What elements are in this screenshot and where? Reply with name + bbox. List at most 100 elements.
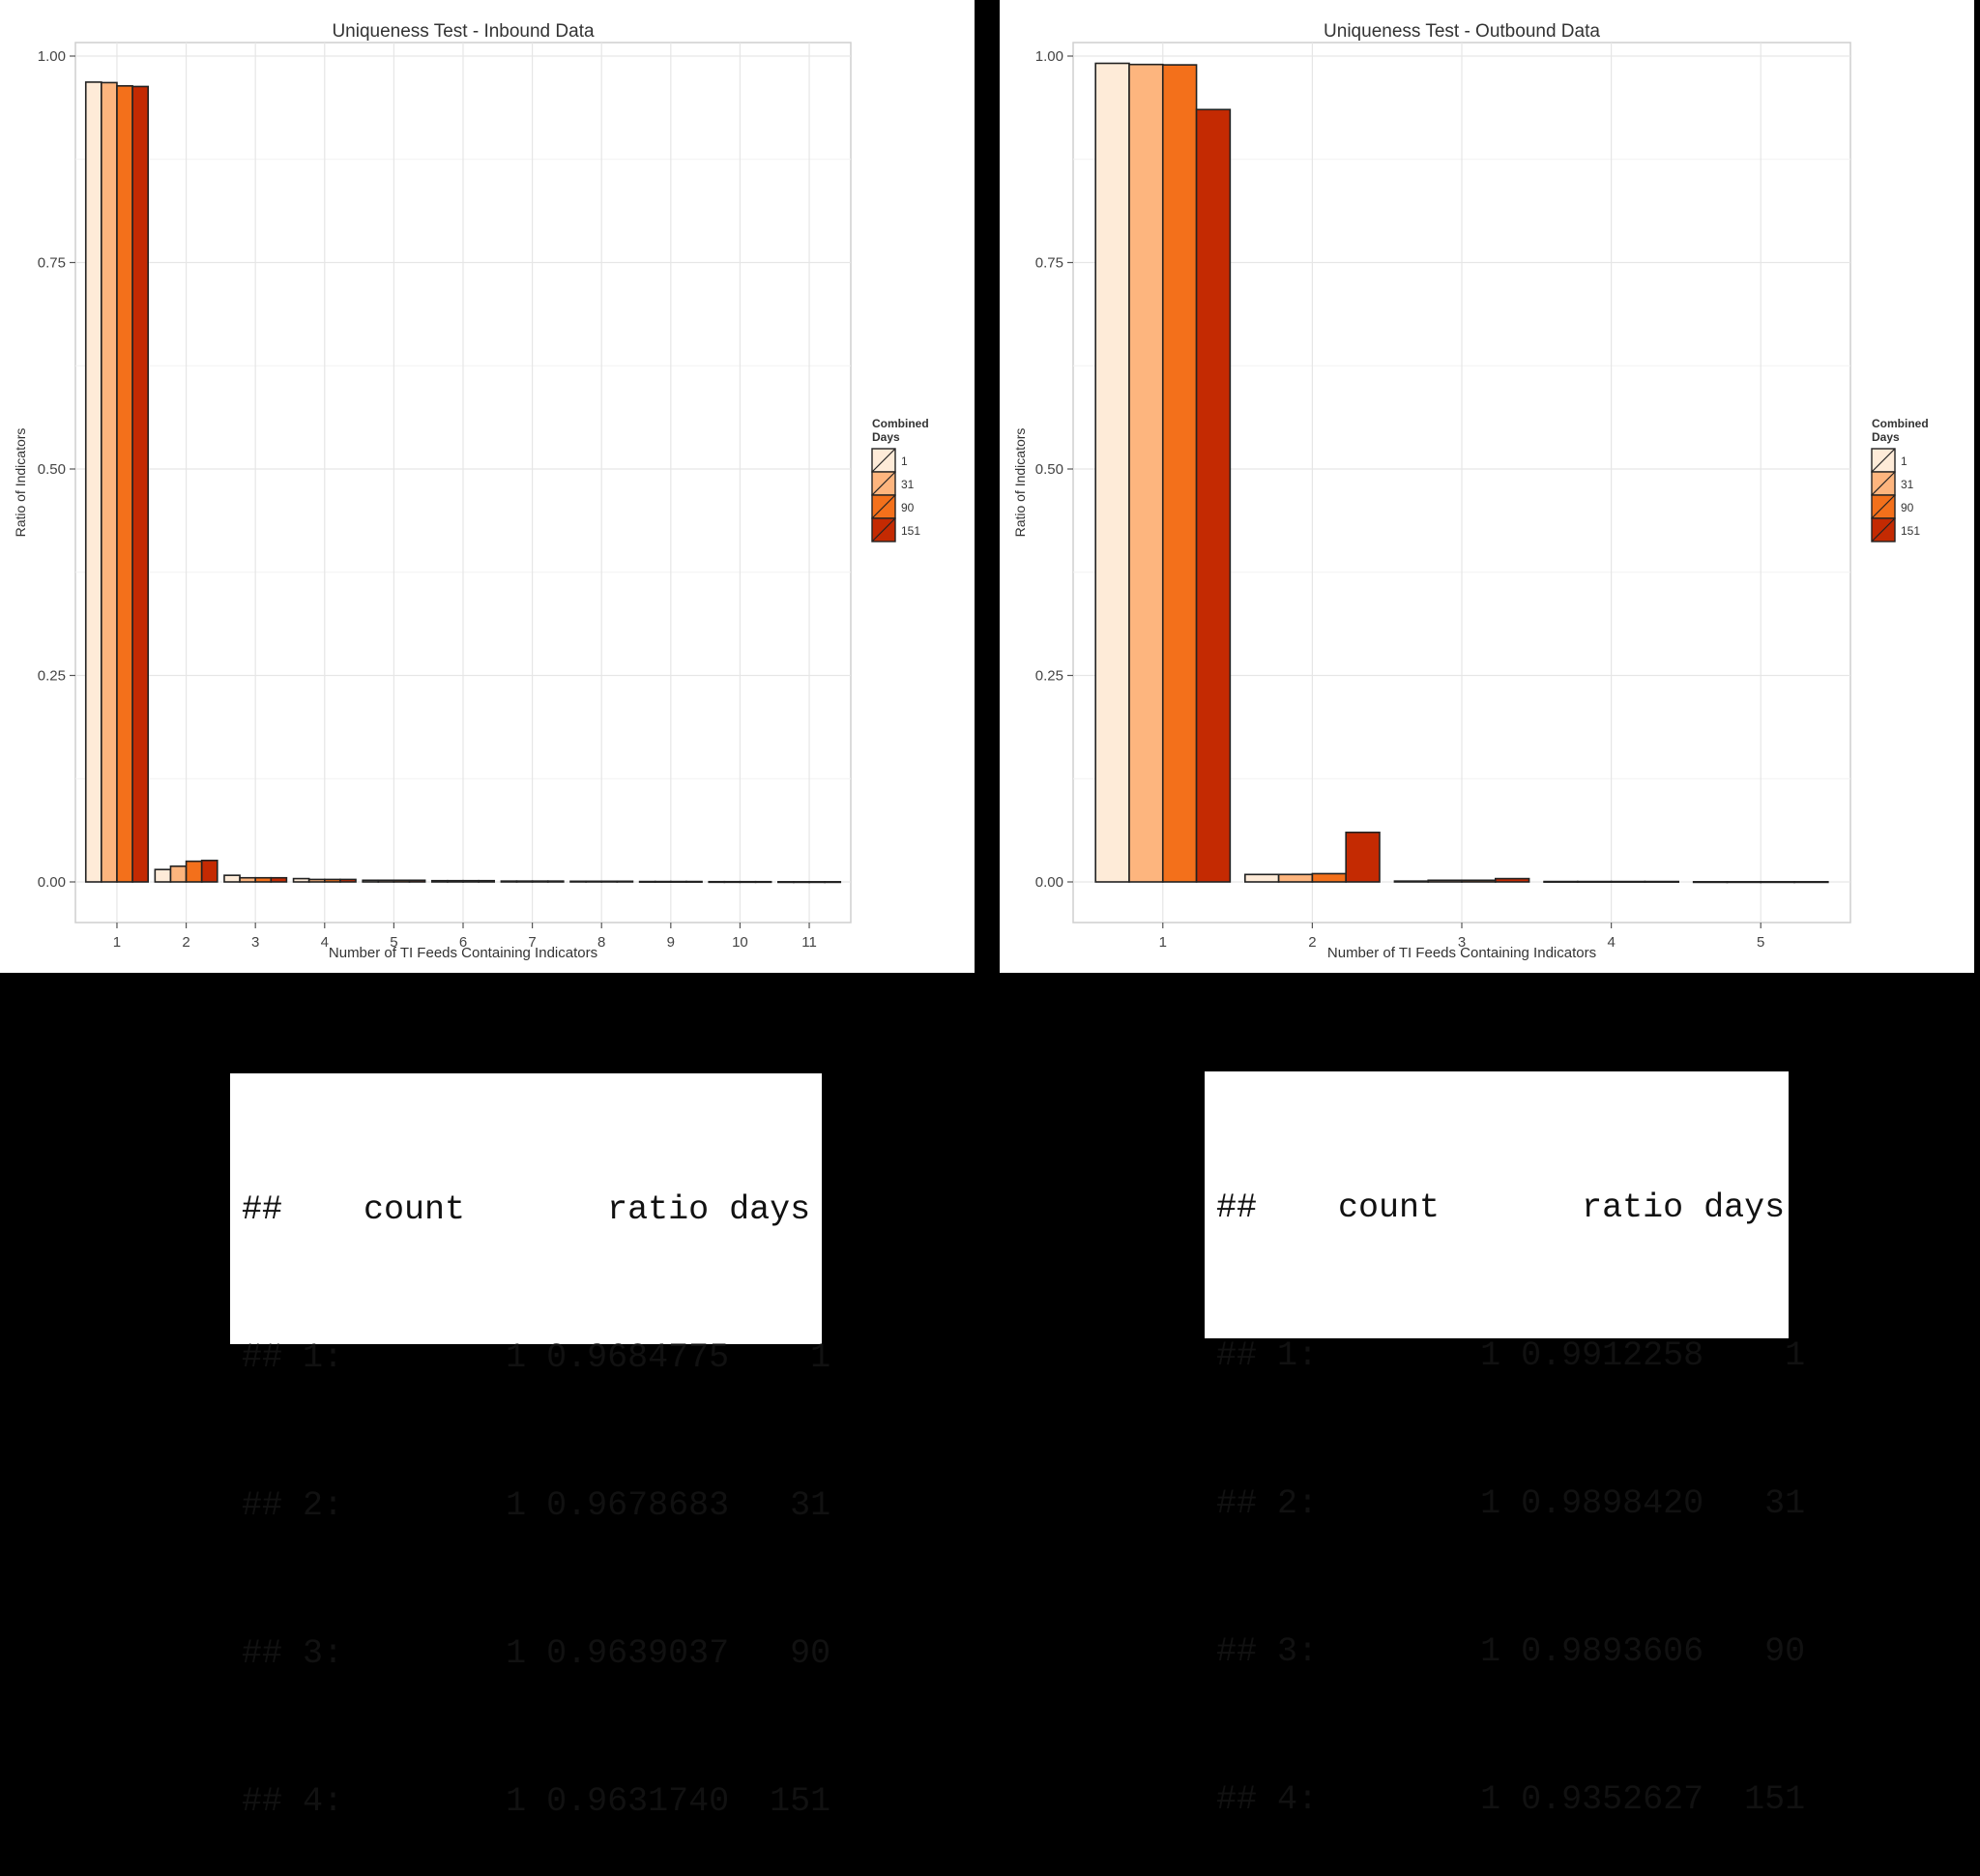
bar <box>239 876 256 883</box>
legend-key-slash <box>871 471 896 496</box>
bar <box>270 876 288 883</box>
y-tick-label: 0.25 <box>38 668 66 685</box>
legend-key-slash <box>1871 494 1896 519</box>
row-days: 151 <box>770 1782 831 1821</box>
bar <box>1726 881 1762 884</box>
row-days: 90 <box>1764 1632 1806 1671</box>
row-ratio: 0.9893606 <box>1521 1632 1704 1671</box>
bar <box>1195 108 1232 883</box>
table-col-count: count <box>364 1190 466 1229</box>
x-tick-label: 11 <box>801 934 817 951</box>
chart-title: Uniqueness Test - Outbound Data <box>1324 21 1600 42</box>
row-count: 1 <box>506 1486 527 1525</box>
bar <box>531 880 549 883</box>
row-index: 3: <box>1277 1632 1319 1671</box>
bar <box>654 880 672 883</box>
x-tick-label: 6 <box>459 934 467 951</box>
table-row: ## 3: 1 0.9639037 90 <box>242 1629 830 1679</box>
row-count: 1 <box>506 1338 527 1377</box>
x-tick-label: 4 <box>1607 934 1615 951</box>
legend-key-slash <box>871 448 896 473</box>
y-tick-label: 0.50 <box>38 461 66 478</box>
bar <box>131 85 149 883</box>
inbound-chart-panel: 0.00 0.25 0.50 0.75 1.00 1 2 3 4 5 6 7 8 9 10 11 Uniquen… <box>0 0 975 973</box>
bar <box>793 881 810 884</box>
bar <box>430 879 449 883</box>
outbound-chart-panel: 0.00 0.25 0.50 0.75 1.00 1 2 3 4 5 Uniqueness Test… <box>1000 0 1974 973</box>
bar <box>1094 62 1130 883</box>
bar <box>777 881 795 884</box>
legend-key-slash <box>871 517 896 542</box>
bar <box>1793 881 1829 884</box>
row-count: 1 <box>1480 1336 1501 1375</box>
table-hash: ## <box>1216 1484 1258 1523</box>
bar <box>739 880 757 884</box>
row-days: 90 <box>790 1634 831 1673</box>
bar <box>1244 873 1280 883</box>
bar <box>616 880 634 883</box>
bars <box>84 81 842 884</box>
y-axis-label: Ratio of Indicators <box>13 428 28 538</box>
bar <box>500 880 518 883</box>
y-tick-label: 1.00 <box>1035 48 1063 65</box>
row-ratio: 0.9352627 <box>1521 1780 1704 1819</box>
bar <box>515 880 534 883</box>
y-tick-label: 0.75 <box>1035 255 1063 272</box>
legend-label: 90 <box>901 501 915 514</box>
legend-label: 1 <box>1901 454 1907 468</box>
legend-key-slash <box>1871 517 1896 542</box>
table-hash: ## <box>1216 1336 1258 1375</box>
row-ratio: 0.9898420 <box>1521 1484 1704 1523</box>
row-days: 151 <box>1744 1780 1806 1819</box>
row-count: 1 <box>506 1634 527 1673</box>
row-index: 4: <box>303 1782 344 1821</box>
y-tick-label: 0.50 <box>1035 461 1063 478</box>
legend-label: 90 <box>1901 501 1914 514</box>
table-header: ## count ratio days <box>1216 1184 1785 1233</box>
bar <box>1128 63 1164 883</box>
bars <box>1094 62 1829 884</box>
x-tick-label: 2 <box>1308 934 1316 951</box>
bar <box>223 874 241 883</box>
row-index: 2: <box>303 1486 344 1525</box>
y-tick-label: 0.00 <box>38 874 66 891</box>
bar <box>1760 881 1795 884</box>
table-row: ## 2: 1 0.9678683 31 <box>242 1481 830 1531</box>
x-tick-label: 4 <box>321 934 329 951</box>
table-hash: ## <box>1216 1780 1258 1819</box>
table-hash: ## <box>242 1634 283 1673</box>
bar <box>1277 873 1314 883</box>
bar <box>362 879 380 883</box>
legend-label: 1 <box>901 454 908 468</box>
legend-key-slash <box>1871 471 1896 496</box>
table-row: ## 4: 1 0.9631740 151 <box>242 1777 830 1827</box>
table-hash: ## <box>1216 1632 1258 1671</box>
x-tick-label: 3 <box>251 934 259 951</box>
bar <box>254 876 273 883</box>
bar <box>307 878 326 883</box>
bar <box>1461 879 1497 883</box>
x-tick-label: 1 <box>1159 934 1167 951</box>
legend-title: Combined <box>1872 417 1929 430</box>
legend-title: Days <box>1872 430 1900 444</box>
bar <box>600 880 619 883</box>
bar <box>824 881 842 884</box>
x-tick-label: 9 <box>667 934 675 951</box>
table-hash: ## <box>242 1338 283 1377</box>
row-index: 1: <box>303 1338 344 1377</box>
bar <box>670 880 687 883</box>
row-count: 1 <box>1480 1780 1501 1819</box>
table-col-days: days <box>1703 1188 1786 1227</box>
inbound-chart: 0.00 0.25 0.50 0.75 1.00 1 2 3 4 5 6 7 8 9 10 11 Uniquen… <box>13 21 929 961</box>
x-tick-label: 7 <box>528 934 536 951</box>
bar <box>1543 880 1579 883</box>
x-tick-label: 1 <box>113 934 121 951</box>
row-index: 3: <box>303 1634 344 1673</box>
legend-title: Combined <box>872 417 929 430</box>
bar <box>185 860 203 883</box>
row-index: 1: <box>1277 1336 1319 1375</box>
bar <box>546 880 565 883</box>
table-hash: ## <box>1216 1188 1258 1227</box>
legend-label: 151 <box>901 524 920 538</box>
